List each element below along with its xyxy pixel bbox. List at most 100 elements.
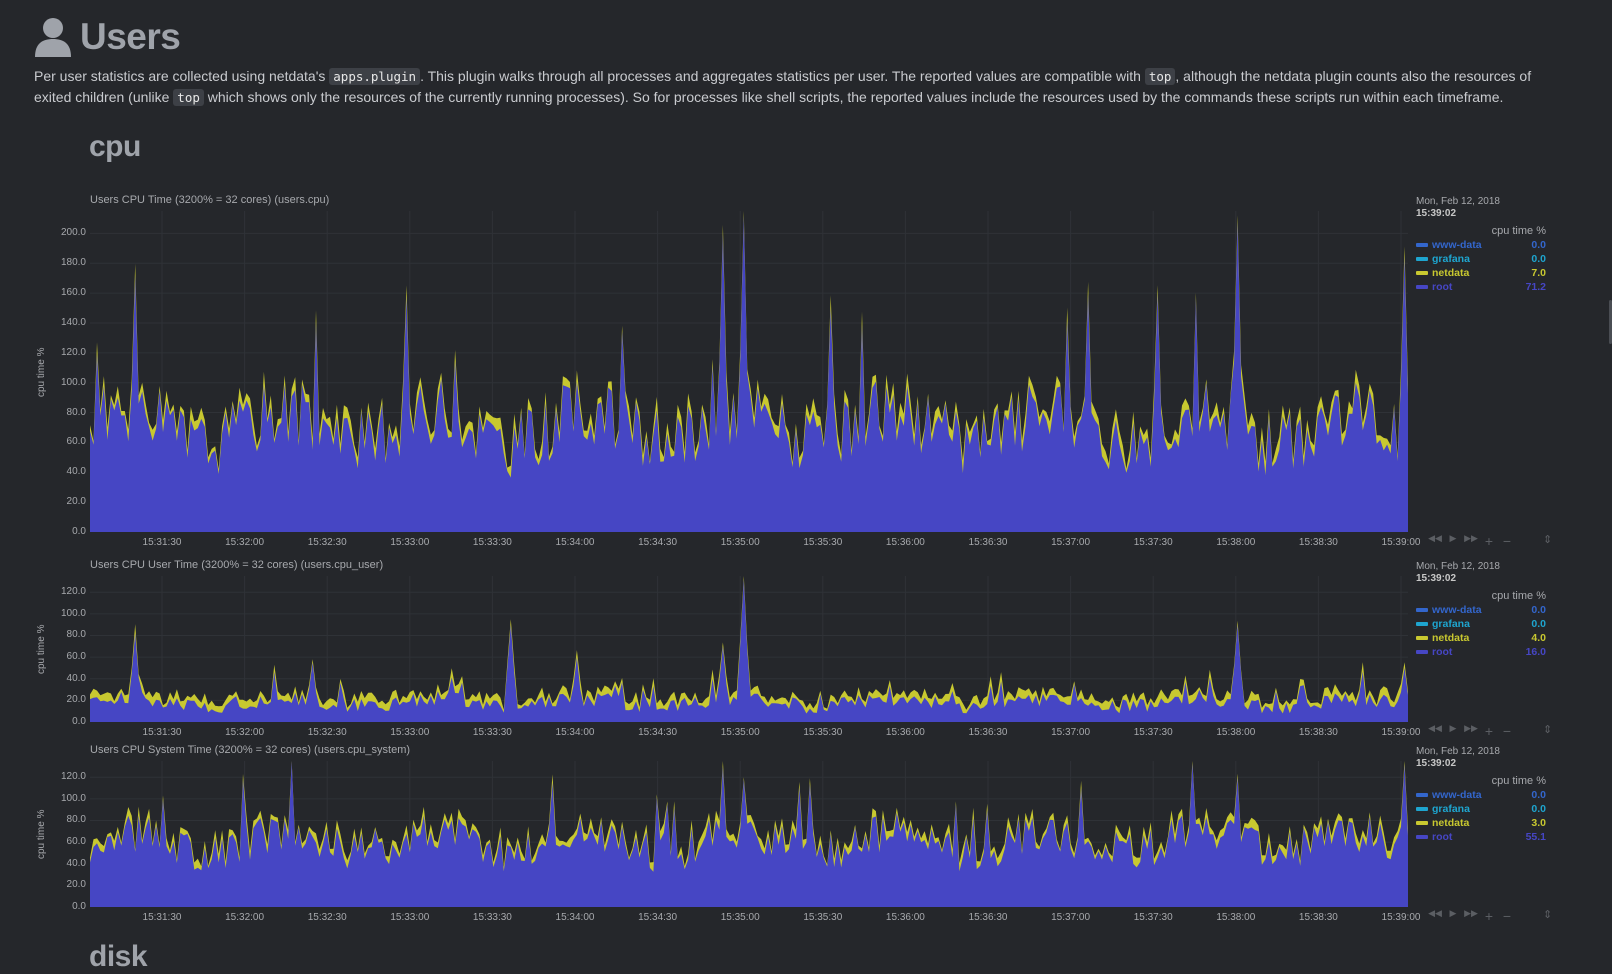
legend-item-netdata[interactable]: netdata 7.0 (1416, 266, 1546, 280)
x-tick-label: 15:35:30 (803, 727, 843, 738)
legend-series-name[interactable]: root (1432, 281, 1453, 293)
legend-series-name[interactable]: netdata (1432, 817, 1470, 829)
legend-series-name[interactable]: grafana (1432, 803, 1470, 815)
code-top: top (173, 89, 204, 106)
x-tick-label: 15:33:00 (390, 727, 430, 738)
x-tick-label: 15:35:00 (720, 912, 760, 923)
x-tick-label: 15:36:00 (885, 537, 925, 548)
y-tick-label: 100.0 (60, 792, 86, 804)
plot-area[interactable] (90, 761, 1408, 907)
y-tick-label: 0.0 (72, 901, 86, 912)
chart-title: Users CPU User Time (3200% = 32 cores) (… (90, 559, 384, 571)
chart-users-cpu-user[interactable]: Users CPU User Time (3200% = 32 cores) (… (0, 559, 1612, 739)
scroll-indicator[interactable] (1609, 300, 1612, 344)
zoom-out-icon[interactable]: − (1502, 533, 1512, 549)
legend-item-grafana[interactable]: grafana 0.0 (1416, 252, 1546, 266)
legend-item-grafana[interactable]: grafana 0.0 (1416, 617, 1546, 631)
legend-item-www-data[interactable]: www-data 0.0 (1416, 238, 1546, 252)
x-tick-label: 15:38:00 (1216, 727, 1256, 738)
x-tick-label: 15:32:30 (307, 727, 347, 738)
legend-series-name[interactable]: grafana (1432, 618, 1470, 630)
legend-series-value: 55.1 (1525, 831, 1546, 843)
legend-item-netdata[interactable]: netdata 4.0 (1416, 631, 1546, 645)
y-tick-label: 120.0 (60, 346, 86, 358)
zoom-out-icon[interactable]: − (1502, 908, 1512, 924)
legend-series-value: 0.0 (1531, 618, 1546, 630)
legend-series-name[interactable]: netdata (1432, 632, 1470, 644)
zoom-in-icon[interactable]: + (1484, 908, 1494, 924)
area-chart[interactable] (90, 761, 1408, 907)
legend-series-name[interactable]: root (1432, 646, 1453, 658)
legend-series-name[interactable]: www-data (1432, 789, 1482, 801)
resize-icon[interactable]: ⇕ (1543, 534, 1553, 546)
chart-toolbar: ◀◀ ▶ ▶▶ + − (1428, 533, 1514, 549)
legend-series-name[interactable]: root (1432, 831, 1453, 843)
x-tick-label: 15:39:00 (1381, 727, 1421, 738)
y-tick-label: 180.0 (60, 257, 86, 269)
resize-icon[interactable]: ⇕ (1543, 724, 1553, 736)
legend-series-name[interactable]: netdata (1432, 267, 1470, 279)
zoom-in-icon[interactable]: + (1484, 533, 1494, 549)
rewind-icon[interactable]: ◀◀ (1428, 533, 1442, 543)
code-top: top (1144, 68, 1176, 85)
legend-series-value: 0.0 (1531, 604, 1546, 616)
x-tick-label: 15:32:00 (225, 537, 265, 548)
play-icon[interactable]: ▶ (1449, 533, 1457, 543)
x-tick-label: 15:38:00 (1216, 912, 1256, 923)
plot-area[interactable] (90, 211, 1408, 532)
legend-series-name[interactable]: www-data (1432, 239, 1482, 251)
zoom-in-icon[interactable]: + (1484, 723, 1494, 739)
legend-series-value: 4.0 (1531, 632, 1546, 644)
resize-icon[interactable]: ⇕ (1543, 909, 1553, 921)
y-tick-label: 120.0 (60, 771, 86, 783)
legend-date: Mon, Feb 12, 2018 (1416, 561, 1500, 572)
legend-item-root[interactable]: root 71.2 (1416, 280, 1546, 294)
intro-text-part: which shows only the resources of the cu… (203, 89, 1504, 105)
legend-time: 15:39:02 (1416, 208, 1457, 219)
fast-forward-icon[interactable]: ▶▶ (1464, 908, 1478, 918)
legend-item-grafana[interactable]: grafana 0.0 (1416, 802, 1546, 816)
legend-item-www-data[interactable]: www-data 0.0 (1416, 603, 1546, 617)
plot-area[interactable] (90, 576, 1408, 722)
x-tick-label: 15:38:30 (1298, 537, 1338, 548)
legend-item-www-data[interactable]: www-data 0.0 (1416, 788, 1546, 802)
play-icon[interactable]: ▶ (1449, 723, 1457, 733)
series-root-area (90, 215, 1408, 532)
play-icon[interactable]: ▶ (1449, 908, 1457, 918)
page-header: Users Per user statistics are collected … (34, 14, 1564, 108)
legend-series-value: 0.0 (1531, 239, 1546, 251)
legend-series-name[interactable]: www-data (1432, 604, 1482, 616)
legend-series-name[interactable]: grafana (1432, 253, 1470, 265)
legend-units: cpu time % (1491, 775, 1546, 787)
y-tick-label: 100.0 (60, 376, 86, 388)
legend-swatch (1416, 650, 1428, 654)
legend-series-value: 16.0 (1525, 646, 1546, 658)
legend-date: Mon, Feb 12, 2018 (1416, 196, 1500, 207)
legend-item-netdata[interactable]: netdata 3.0 (1416, 816, 1546, 830)
chart-toolbar: ◀◀ ▶ ▶▶ + − (1428, 908, 1514, 924)
x-tick-label: 15:36:30 (968, 727, 1008, 738)
rewind-icon[interactable]: ◀◀ (1428, 723, 1442, 733)
y-tick-label: 60.0 (66, 436, 86, 448)
x-tick-label: 15:32:30 (307, 912, 347, 923)
rewind-icon[interactable]: ◀◀ (1428, 908, 1442, 918)
legend-swatch (1416, 835, 1428, 839)
area-chart[interactable] (90, 211, 1408, 532)
section-title-disk: disk (89, 940, 148, 973)
legend-swatch (1416, 257, 1428, 261)
x-tick-label: 15:35:00 (720, 537, 760, 548)
legend-item-root[interactable]: root 16.0 (1416, 645, 1546, 659)
fast-forward-icon[interactable]: ▶▶ (1464, 533, 1478, 543)
x-tick-label: 15:34:30 (638, 912, 678, 923)
y-tick-label: 60.0 (66, 651, 86, 663)
legend-item-root[interactable]: root 55.1 (1416, 830, 1546, 844)
fast-forward-icon[interactable]: ▶▶ (1464, 723, 1478, 733)
y-tick-label: 100.0 (60, 607, 86, 619)
y-tick-label: 40.0 (66, 857, 86, 869)
zoom-out-icon[interactable]: − (1502, 723, 1512, 739)
chart-users-cpu[interactable]: Users CPU Time (3200% = 32 cores) (users… (0, 194, 1612, 549)
chart-users-cpu-system[interactable]: Users CPU System Time (3200% = 32 cores)… (0, 744, 1612, 924)
legend-swatch (1416, 243, 1428, 247)
y-tick-label: 40.0 (66, 672, 86, 684)
area-chart[interactable] (90, 576, 1408, 722)
